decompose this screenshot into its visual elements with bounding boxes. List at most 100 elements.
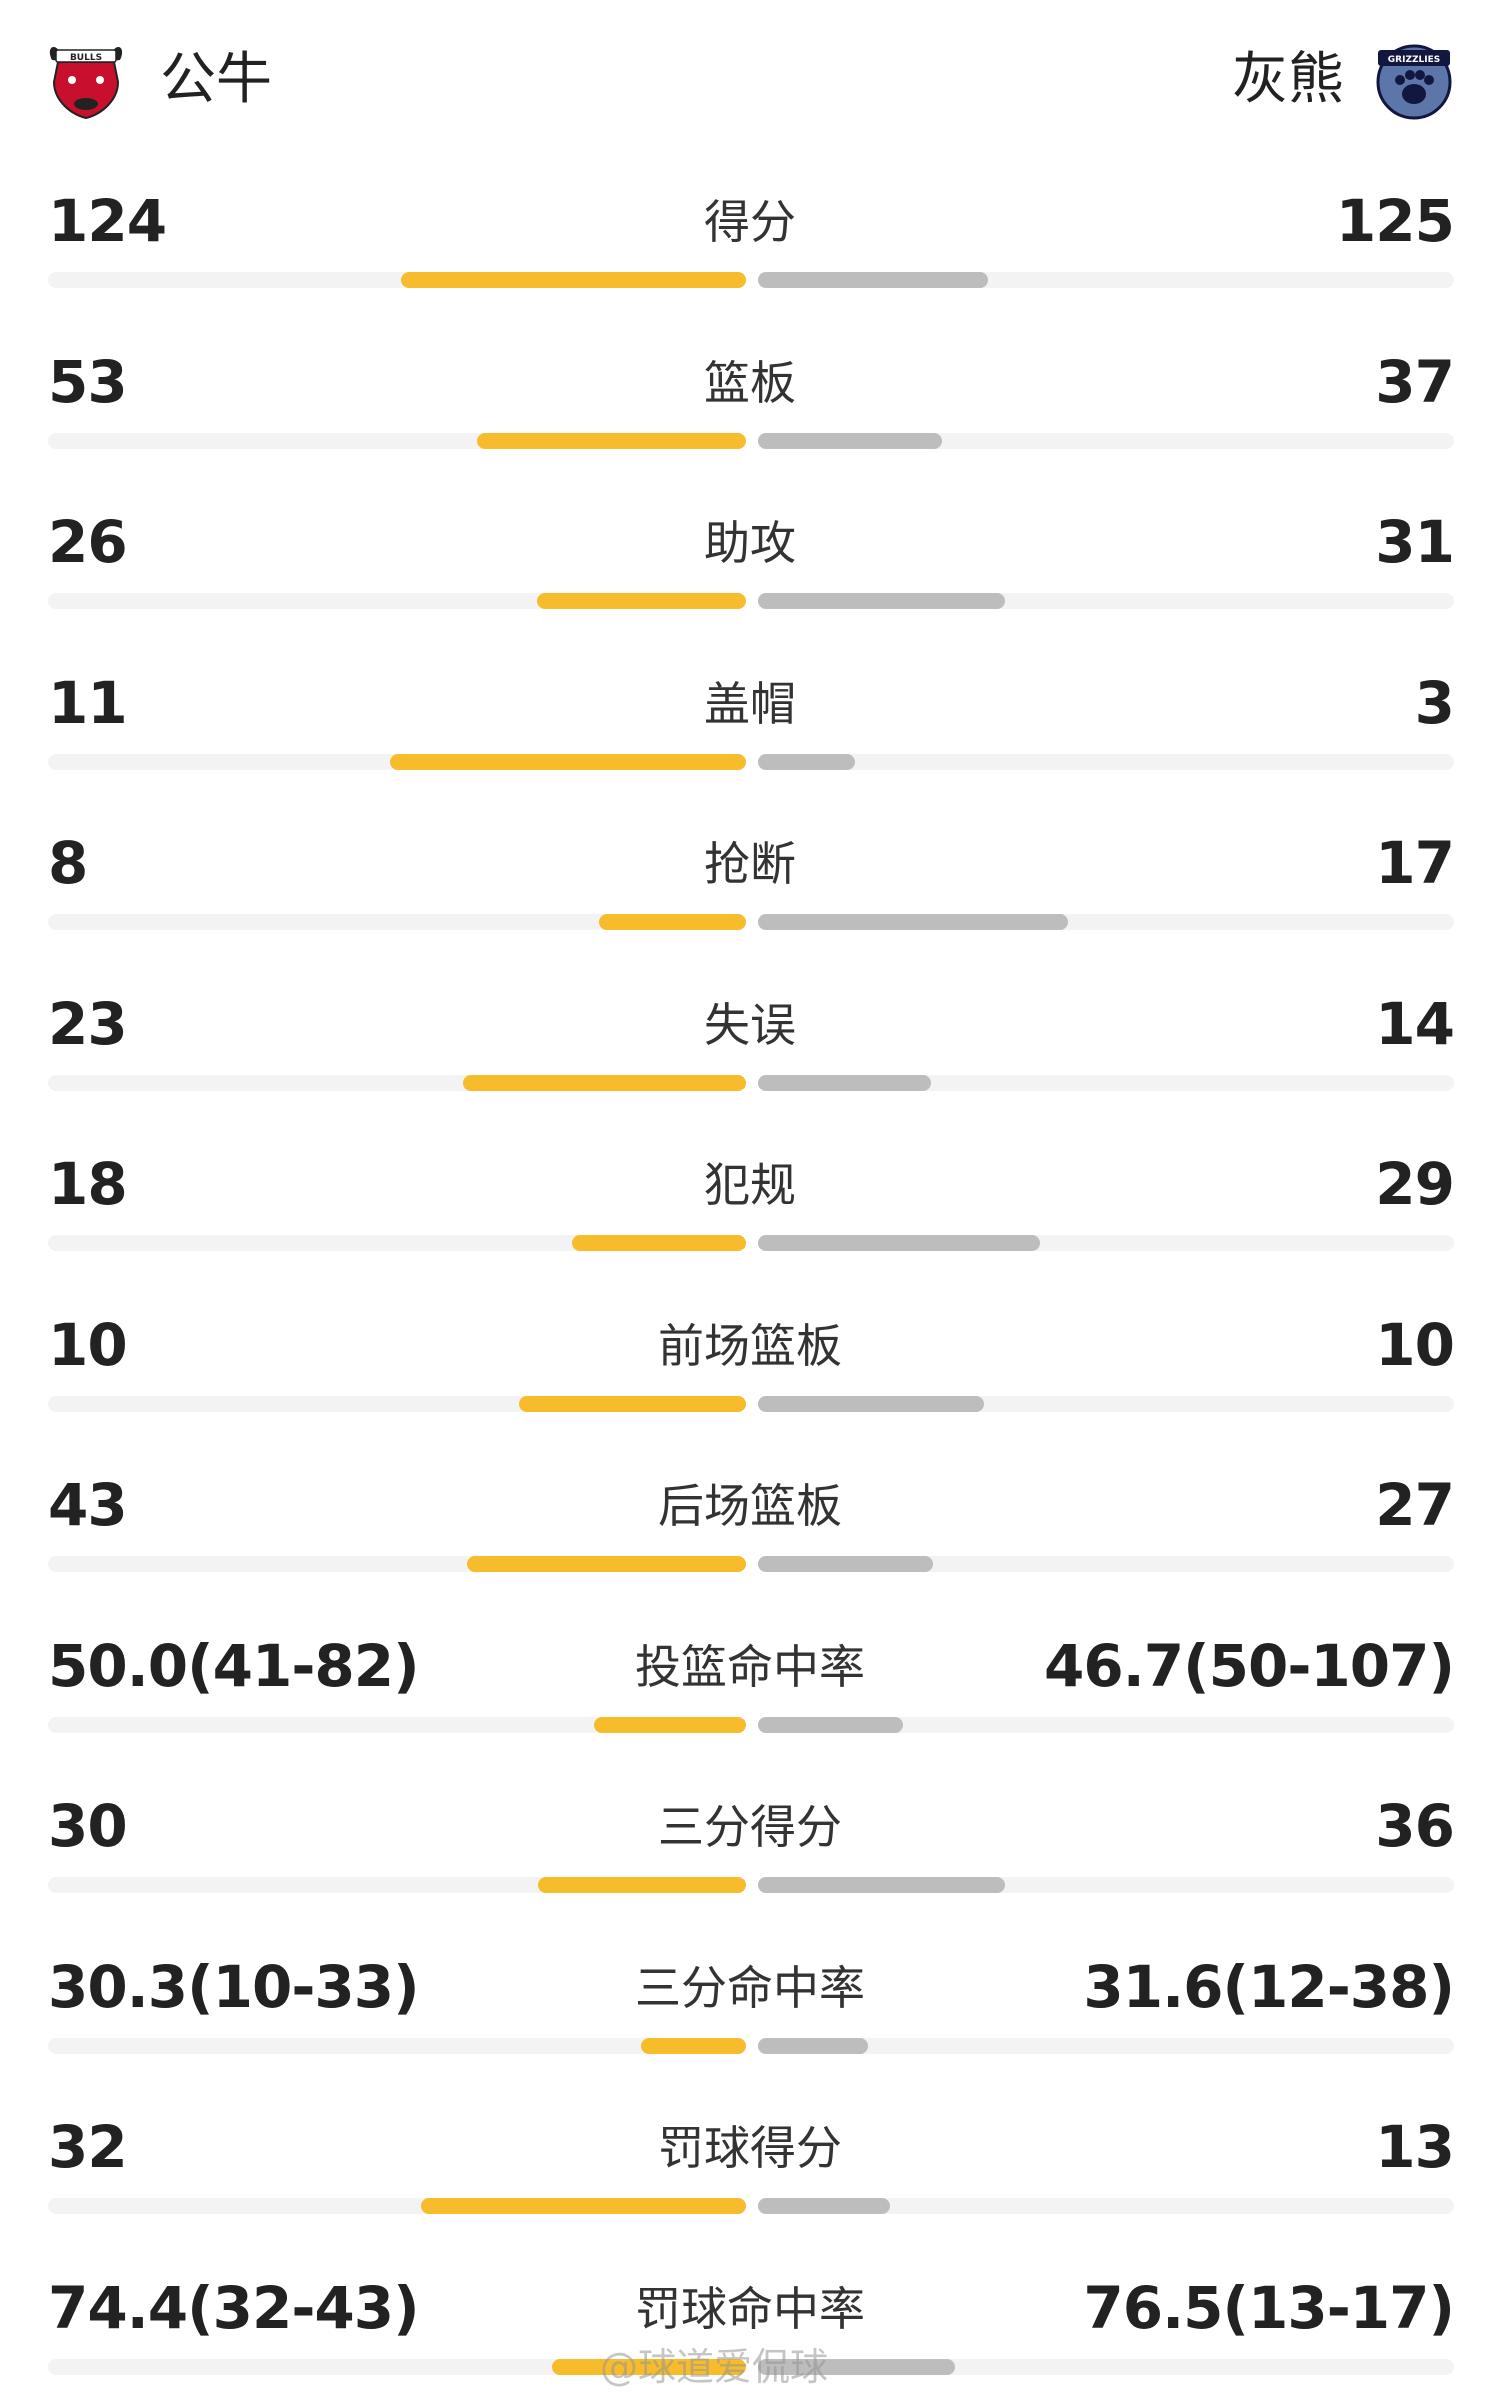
- home-stat-bar: [421, 2198, 746, 2214]
- away-bar-track: [758, 1556, 1454, 1572]
- stat-row: 50.0(41-82) 投篮命中率 46.7(50-107): [0, 1607, 1500, 1768]
- home-stat-value: 50.0(41-82): [48, 1631, 420, 1700]
- home-stat-value: 32: [48, 2113, 128, 2181]
- away-stat-value: 14: [1375, 989, 1455, 1058]
- stat-label: 三分得分: [658, 1800, 842, 1854]
- home-stat-value: 10: [48, 1310, 128, 1379]
- home-stat-bar: [477, 432, 746, 449]
- away-stat-bar: [758, 1235, 1040, 1251]
- team-header: BULLS 公牛 灰熊 GRIZZLIES: [0, 0, 1500, 160]
- stat-row: 124 得分 125: [0, 162, 1500, 323]
- away-stat-value: 27: [1375, 1471, 1455, 1539]
- watermark: @球道爱侃球: [600, 2345, 829, 2389]
- stat-label: 盖帽: [704, 676, 796, 731]
- away-bar-track: [758, 272, 1454, 288]
- home-stat-value: 30: [48, 1792, 128, 1860]
- away-stat-bar: [758, 2198, 891, 2214]
- home-stat-bar: [551, 2358, 746, 2375]
- home-team-name: 公牛: [160, 47, 272, 112]
- home-bar-track: [48, 1877, 746, 1893]
- home-stat-value: 30.3(10-33): [48, 1952, 420, 2021]
- home-bar-track: [48, 1556, 746, 1572]
- away-bar-track: [758, 593, 1454, 609]
- home-stat-value: 43: [48, 1471, 128, 1539]
- home-stat-bar: [466, 1556, 746, 1572]
- home-bar-track: [48, 1395, 746, 1412]
- home-stat-bar: [400, 272, 746, 288]
- home-bar-track: [48, 2358, 746, 2375]
- stat-row: 53 篮板 37: [0, 323, 1500, 484]
- stat-row: 26 助攻 31: [0, 483, 1500, 644]
- away-bar-track: [758, 2037, 1454, 2054]
- home-bar-track: [48, 432, 746, 449]
- away-stat-value: 31: [1375, 508, 1455, 576]
- stats-comparison-list: 124 得分 125 53 篮板 37 26 助攻 31 11 盖帽 3 8 抢断 17 23 失误 14 18 犯规…: [0, 162, 1500, 2400]
- home-stat-value: 74.4(32-43): [48, 2273, 420, 2342]
- stat-label: 后场篮板: [658, 1479, 842, 1533]
- stat-label: 抢断: [704, 837, 796, 891]
- away-stat-bar: [758, 1074, 931, 1091]
- away-stat-value: 17: [1375, 829, 1455, 897]
- away-team-name: 灰熊: [1232, 47, 1344, 112]
- away-stat-bar: [758, 593, 1006, 609]
- home-bar-track: [48, 593, 746, 609]
- home-stat-value: 8: [48, 829, 88, 897]
- away-bar-track: [758, 2198, 1454, 2214]
- away-stat-value: 76.5(13-17): [1083, 2273, 1455, 2342]
- stat-row: 74.4(32-43) 罚球命中率 76.5(13-17): [0, 2249, 1500, 2400]
- away-stat-bar: [758, 1877, 1006, 1893]
- home-bar-track: [48, 272, 746, 288]
- away-bar-track: [758, 432, 1454, 449]
- away-stat-bar: [758, 272, 988, 288]
- home-stat-value: 124: [48, 187, 167, 255]
- away-stat-value: 3: [1414, 668, 1455, 737]
- away-stat-bar: [758, 2358, 955, 2375]
- home-stat-bar: [390, 753, 746, 770]
- stat-row: 32 罚球得分 13: [0, 2088, 1500, 2249]
- stat-row: 30 三分得分 36: [0, 1767, 1500, 1928]
- bulls-logo-text: BULLS: [70, 53, 102, 63]
- away-stat-bar: [758, 1716, 903, 1733]
- home-bar-track: [48, 1074, 746, 1091]
- home-stat-bar: [599, 914, 746, 930]
- home-stat-value: 53: [48, 347, 128, 416]
- away-stat-value: 125: [1335, 187, 1455, 255]
- home-stat-bar: [536, 593, 746, 609]
- away-stat-bar: [758, 432, 943, 449]
- away-bar-track: [758, 753, 1454, 770]
- stat-label: 失误: [704, 997, 796, 1052]
- stat-label: 罚球得分: [658, 2121, 842, 2175]
- away-stat-bar: [758, 2037, 868, 2054]
- home-bar-track: [48, 2198, 746, 2214]
- stat-label: 篮板: [704, 355, 796, 410]
- home-bar-track: [48, 2037, 746, 2054]
- home-bar-track: [48, 914, 746, 930]
- home-stat-bar: [593, 1716, 746, 1733]
- stat-row: 30.3(10-33) 三分命中率 31.6(12-38): [0, 1928, 1500, 2089]
- stat-label: 投篮命中率: [635, 1639, 865, 1694]
- home-stat-bar: [519, 1395, 746, 1412]
- home-stat-value: 11: [48, 668, 128, 737]
- away-stat-value: 13: [1375, 2113, 1455, 2181]
- away-bar-track: [758, 1235, 1454, 1251]
- home-bar-track: [48, 1235, 746, 1251]
- stat-row: 11 盖帽 3: [0, 644, 1500, 805]
- stat-row: 18 犯规 29: [0, 1125, 1500, 1286]
- home-bar-track: [48, 753, 746, 770]
- away-stat-value: 46.7(50-107): [1044, 1631, 1455, 1700]
- away-stat-bar: [758, 753, 856, 770]
- away-bar-track: [758, 1877, 1454, 1893]
- home-stat-value: 18: [48, 1150, 128, 1218]
- bulls-logo-icon: BULLS: [44, 38, 128, 122]
- stat-label: 助攻: [704, 516, 796, 570]
- home-stat-value: 26: [48, 508, 128, 576]
- home-bar-track: [48, 1716, 746, 1733]
- away-bar-track: [758, 1074, 1454, 1091]
- grizzlies-logo-text: GRIZZLIES: [1388, 55, 1440, 65]
- away-stat-bar: [758, 1395, 985, 1412]
- away-bar-track: [758, 914, 1454, 930]
- stat-row: 23 失误 14: [0, 965, 1500, 1126]
- stat-label: 得分: [704, 195, 796, 249]
- stat-label: 前场篮板: [658, 1318, 842, 1373]
- stat-row: 43 后场篮板 27: [0, 1446, 1500, 1607]
